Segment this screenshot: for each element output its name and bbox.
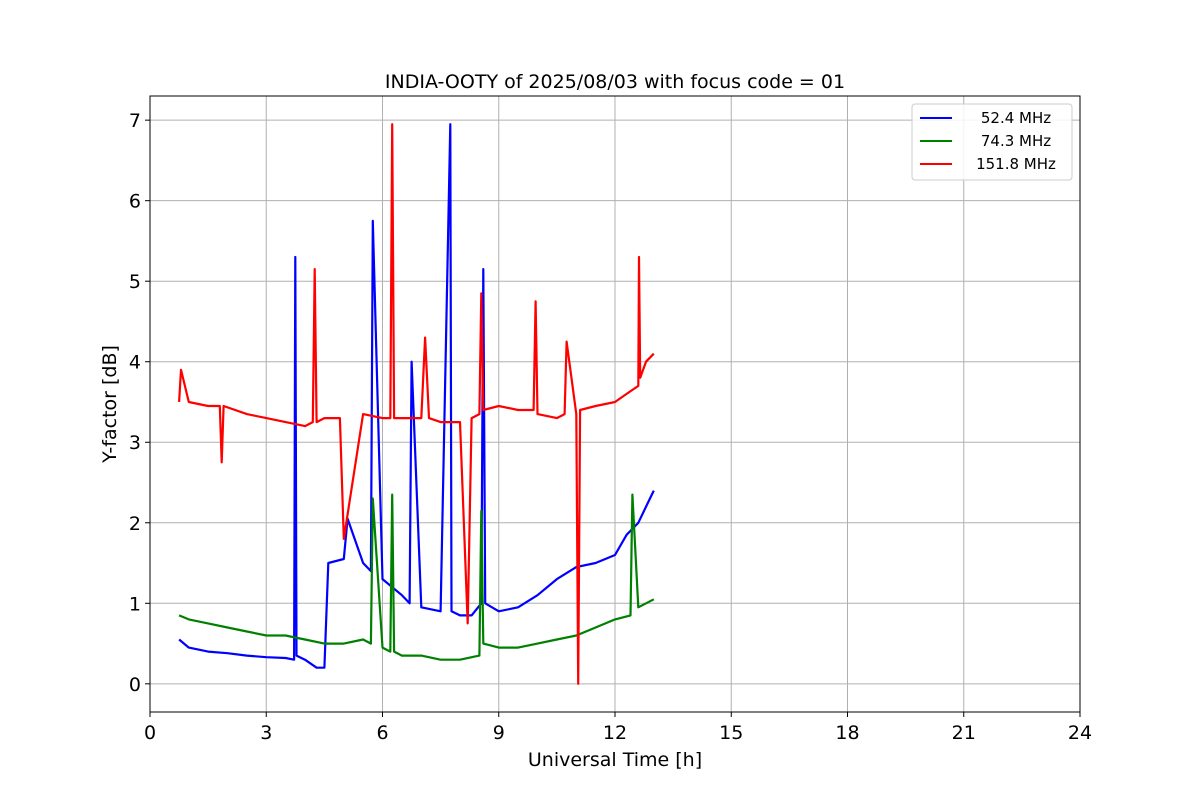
x-tick-label: 9: [493, 722, 505, 744]
y-tick-label: 7: [129, 110, 141, 132]
y-tick-label: 2: [129, 513, 141, 535]
series-line-2: [178, 493, 655, 661]
y-tick-label: 0: [129, 674, 141, 696]
x-tick-label: 12: [603, 722, 627, 744]
legend-entry: 151.8 MHz: [976, 155, 1056, 173]
x-tick-label: 3: [260, 722, 272, 744]
y-tick-label: 6: [129, 191, 141, 213]
legend-entry: 52.4 MHz: [981, 109, 1051, 127]
x-tick-label: 0: [144, 722, 156, 744]
x-tick-label: 18: [835, 722, 859, 744]
chart-title: INDIA-OOTY of 2025/08/03 with focus code…: [385, 71, 845, 93]
series-line-1: [178, 123, 655, 669]
series-line-3: [178, 123, 655, 685]
legend-box: [911, 103, 1073, 181]
legend: 52.4 MHz 74.3 MHz 151.8 MHz: [911, 103, 1073, 181]
y-tick-label: 1: [129, 593, 141, 615]
x-axis-label: Universal Time [h]: [528, 749, 702, 771]
grid-lines: [149, 96, 1081, 712]
y-tick-label: 3: [129, 432, 141, 454]
legend-entry: 74.3 MHz: [981, 132, 1051, 150]
y-axis-label: Y-factor [dB]: [99, 345, 121, 464]
y-tick-label: 5: [129, 271, 141, 293]
series-lines: [178, 123, 655, 685]
x-tick-label: 6: [376, 722, 388, 744]
x-tick-label: 24: [1068, 722, 1092, 744]
x-tick-label: 21: [952, 722, 976, 744]
y-tick-label: 4: [129, 352, 141, 374]
x-tick-label: 15: [719, 722, 743, 744]
